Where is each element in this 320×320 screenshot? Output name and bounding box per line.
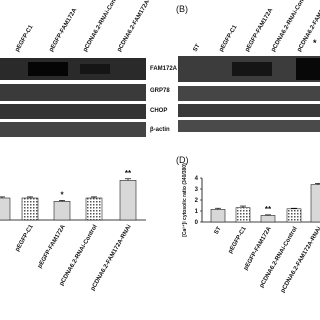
significance: * xyxy=(60,190,64,199)
x-tick-label: pCDNA6.2-FAM172A-RNAi xyxy=(90,224,133,292)
band-label: FAM172A xyxy=(150,66,178,72)
significance: * xyxy=(313,38,317,48)
band-label: β-actin xyxy=(150,127,170,133)
bar xyxy=(21,197,39,221)
x-tick-label: pEGFP-FAM172A xyxy=(243,225,273,271)
lane-label: pCDNA6.2-FAM172A-RNAi xyxy=(117,0,160,53)
x-tick-label: ST xyxy=(214,226,223,236)
bar xyxy=(85,197,103,221)
y-tick-label: 3 xyxy=(195,187,199,193)
bar xyxy=(119,180,137,221)
bar xyxy=(210,209,226,223)
bar xyxy=(310,184,320,223)
x-tick-label: pCDNA6.2-FAM172A-RNAi xyxy=(280,226,320,294)
y-tick-label: 0 xyxy=(195,220,199,226)
band-label: CHOP xyxy=(150,108,167,114)
bar xyxy=(53,201,71,221)
blot-a xyxy=(0,58,146,137)
lane-label: pEGFP-FAM172A xyxy=(49,7,79,53)
y-axis-label: [Ca²⁺]i cytosolic ratio (340/380) xyxy=(182,163,188,237)
blot-b xyxy=(178,56,320,132)
y-tick-label: 1 xyxy=(195,209,199,215)
bar xyxy=(260,215,276,223)
lane-label: pEGFP-FAM172A xyxy=(245,7,275,53)
lane-label: pEGFP-C1 xyxy=(15,24,35,53)
significance: ** xyxy=(125,169,132,178)
lane-label: pCDNA6.2-RNAi-Control xyxy=(83,0,123,53)
panel-label: (D) xyxy=(176,155,189,165)
bar xyxy=(0,197,11,221)
y-tick-label: 4 xyxy=(195,176,199,182)
x-tick-label: pEGFP-FAM172A xyxy=(37,223,67,269)
y-tick-label: 2 xyxy=(195,198,199,204)
bar xyxy=(286,208,302,223)
band-label: GRP78 xyxy=(150,88,170,94)
bar xyxy=(235,207,251,223)
panel-label: (B) xyxy=(176,4,188,14)
x-tick-label: pEGFP-C1 xyxy=(15,223,35,252)
lane-label: pEGFP-C1 xyxy=(219,24,239,53)
lane-label: ST xyxy=(193,43,202,53)
x-tick-label: pEGFP-C1 xyxy=(228,225,248,254)
x-tick-label: pCDNA6.2-RNAi-Control xyxy=(59,224,99,287)
significance: ** xyxy=(265,205,272,214)
